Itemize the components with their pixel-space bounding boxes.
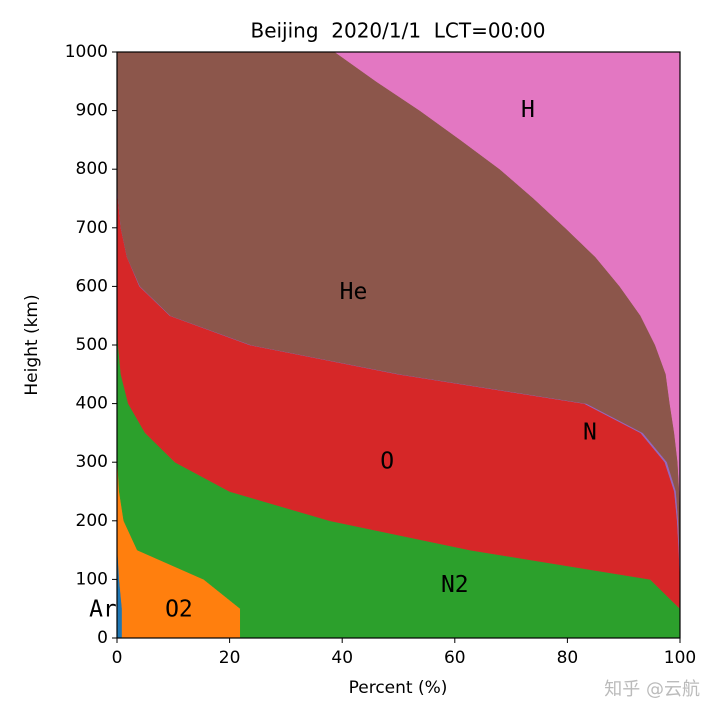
y-tick-label: 800	[76, 159, 108, 179]
watermark: 知乎 @云航	[604, 679, 700, 700]
x-tick-label: 40	[331, 648, 353, 668]
x-tick-label: 60	[444, 648, 466, 668]
y-tick-label: 700	[76, 218, 108, 238]
y-tick-label: 600	[76, 276, 108, 296]
y-tick-label: 100	[76, 569, 108, 589]
x-tick-label: 0	[112, 648, 123, 668]
x-axis-label: Percent (%)	[349, 678, 448, 698]
x-tick-label: 80	[557, 648, 579, 668]
series-label: He	[340, 279, 368, 305]
y-tick-label: 200	[76, 511, 108, 531]
y-tick-label: 0	[97, 628, 108, 648]
series-label: O	[380, 449, 394, 475]
series-label: N	[583, 419, 597, 445]
series-label: H	[521, 97, 535, 123]
x-tick-label: 100	[664, 648, 696, 668]
series-label: O2	[165, 596, 193, 622]
y-tick-label: 400	[76, 394, 108, 414]
series-label: Ar	[89, 596, 117, 622]
y-tick-label: 900	[76, 101, 108, 121]
y-tick-label: 500	[76, 335, 108, 355]
y-axis-label: Height (km)	[22, 294, 42, 395]
chart-title: Beijing 2020/1/1 LCT=00:00	[250, 19, 545, 43]
series-label: N2	[441, 572, 469, 598]
y-tick-label: 1000	[65, 42, 108, 62]
x-tick-label: 20	[219, 648, 241, 668]
y-tick-label: 300	[76, 452, 108, 472]
